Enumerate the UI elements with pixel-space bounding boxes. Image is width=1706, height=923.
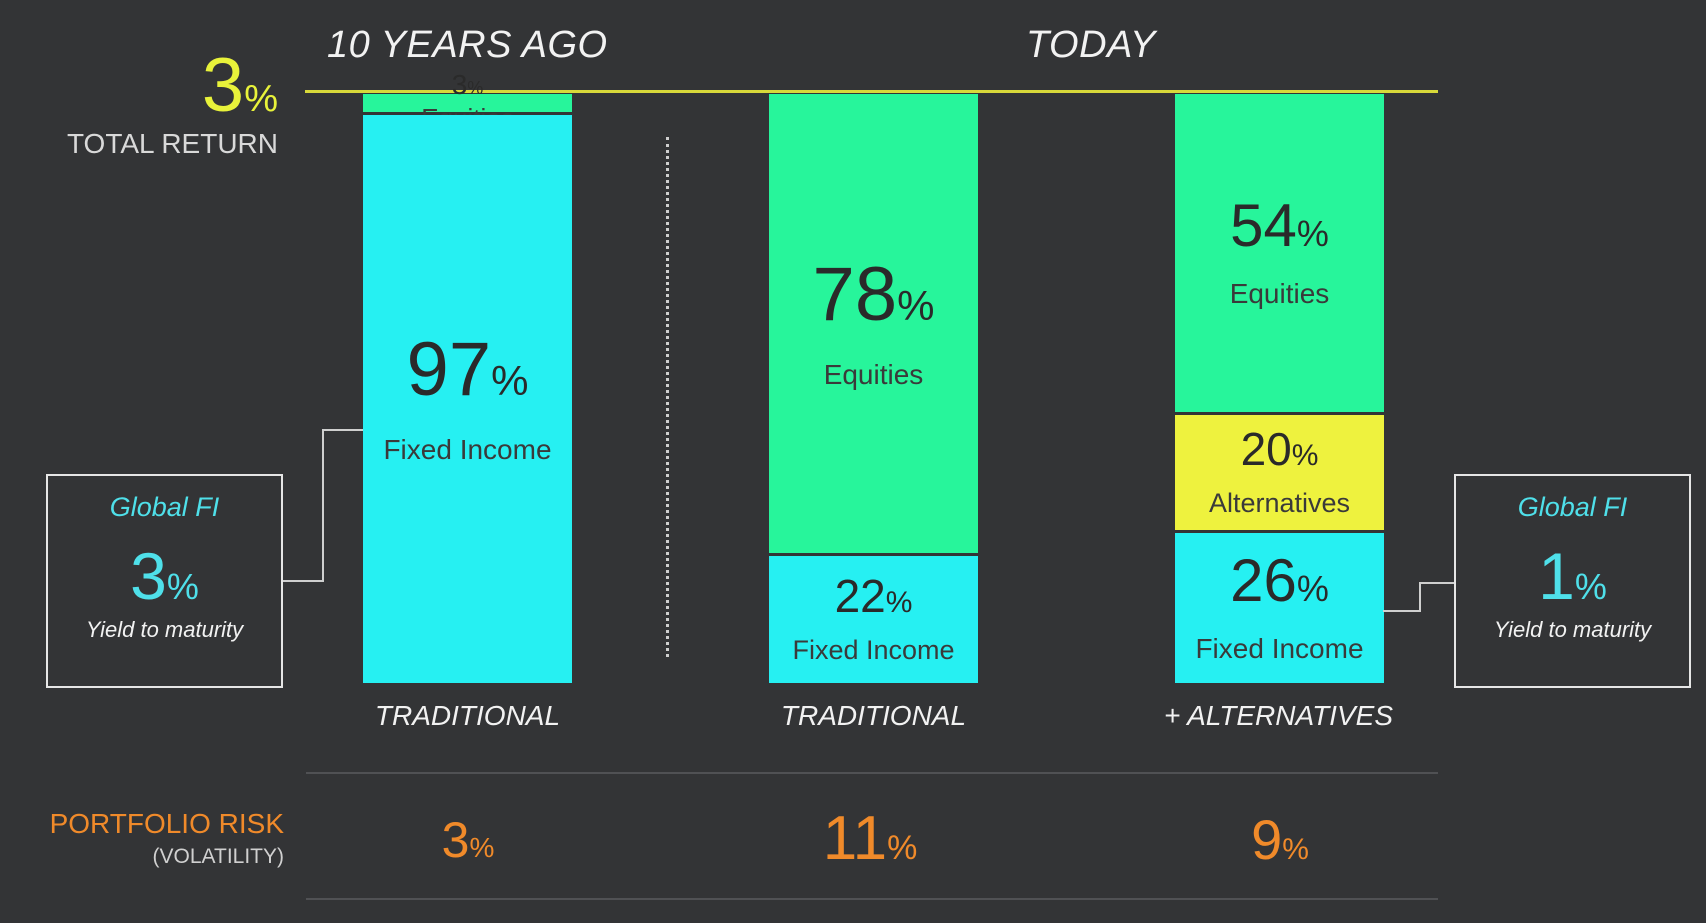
bar-label-2: TRADITIONAL [780,700,967,731]
segment-value: 78% [813,256,935,333]
segment-value-number: 78 [812,251,898,337]
total-return-unit: % [244,78,278,120]
risk-value-3: 9% [1180,812,1380,868]
yield-box-left: Global FI 3% Yield to maturity [46,474,283,688]
segment-value-number: 20 [1240,422,1292,475]
yield-box-value: 3% [48,543,281,609]
bar-segment-alternatives: 20% Alternatives [1175,415,1384,530]
header-past: 10 YEARS AGO [327,24,608,66]
segment-label: Fixed Income [1195,632,1364,664]
connector-left [283,429,363,582]
segment-value: 20% [1241,426,1319,472]
yield-box-label: Yield to maturity [1493,617,1652,642]
risk-title: PORTFOLIO RISK [49,808,284,839]
yield-box-title: Global FI [1517,492,1628,522]
bar-label-3: + ALTERNATIVES [1164,700,1393,731]
segment-value-unit: % [897,281,935,329]
bar-segment-equities: 54% Equities [1175,94,1384,413]
bar-1: 3%Equities97%Fixed Income [363,71,572,683]
connector-right [1383,582,1456,612]
segment-value-number: 22 [834,570,886,623]
segment-value: 3% [452,71,484,99]
risk-value-1: 3% [368,815,568,865]
yield-box-title: Global FI [109,492,220,522]
segment-value-unit: % [467,78,484,99]
bar-segment-fixed-income: 97% Fixed Income [363,114,572,683]
yield-box-label: Yield to maturity [85,617,244,642]
risk-value-unit: % [1282,833,1309,866]
era-divider [666,137,669,657]
segment-value-unit: % [1296,567,1329,609]
risk-value-number: 11 [822,804,888,873]
total-return-value: 3 [201,43,245,128]
bar-segment-fixed-income: 26% Fixed Income [1175,532,1384,683]
total-return: 3% [202,48,278,124]
total-return-line [305,90,1438,93]
segment-value-unit: % [885,586,913,620]
risk-value-2: 11% [770,808,970,870]
segment-value-number: 97 [406,326,492,412]
bar-label-1: TRADITIONAL [374,700,561,731]
yield-box-right: Global FI 1% Yield to maturity [1454,474,1691,688]
segment-value-unit: % [1291,438,1319,472]
segment-value: 97% [407,331,529,408]
segment-value: 26% [1230,550,1329,611]
segment-value: 22% [835,573,913,619]
risk-value-unit: % [469,832,495,863]
yield-value-number: 3 [130,539,167,613]
segment-label: Alternatives [1208,487,1351,518]
segment-value-unit: % [1296,213,1329,255]
yield-value-unit: % [166,566,199,607]
risk-divider-bottom [306,898,1438,900]
segment-label: Fixed Income [383,433,552,465]
total-return-label: TOTAL RETURN [66,128,278,159]
risk-value-number: 3 [441,812,470,868]
segment-value-unit: % [491,356,529,404]
yield-box-value: 1% [1456,543,1689,609]
risk-subtitle: (VOLATILITY) [152,845,284,868]
segment-label: Equities [1229,278,1330,310]
risk-value-number: 9 [1251,808,1283,871]
bar-segment-fixed-income: 22% Fixed Income [769,556,978,683]
risk-divider-top [306,772,1438,774]
bar-3: 54% Equities 20% Alternatives 26% Fixed Incom… [1175,94,1384,683]
bar-2: 78% Equities 22% Fixed Income [769,94,978,683]
bar-segment-equities: 78% Equities [769,94,978,554]
risk-value-unit: % [887,829,918,867]
header-today: TODAY [1026,24,1156,66]
segment-value: 54% [1230,196,1329,256]
segment-label: Fixed Income [792,635,955,666]
segment-label: Equities [823,358,924,390]
segment-value-number: 26 [1230,546,1297,614]
segment-value-number: 54 [1230,192,1297,260]
segment-value-number: 3 [451,69,468,101]
yield-value-unit: % [1574,566,1607,607]
yield-value-number: 1 [1538,539,1575,613]
